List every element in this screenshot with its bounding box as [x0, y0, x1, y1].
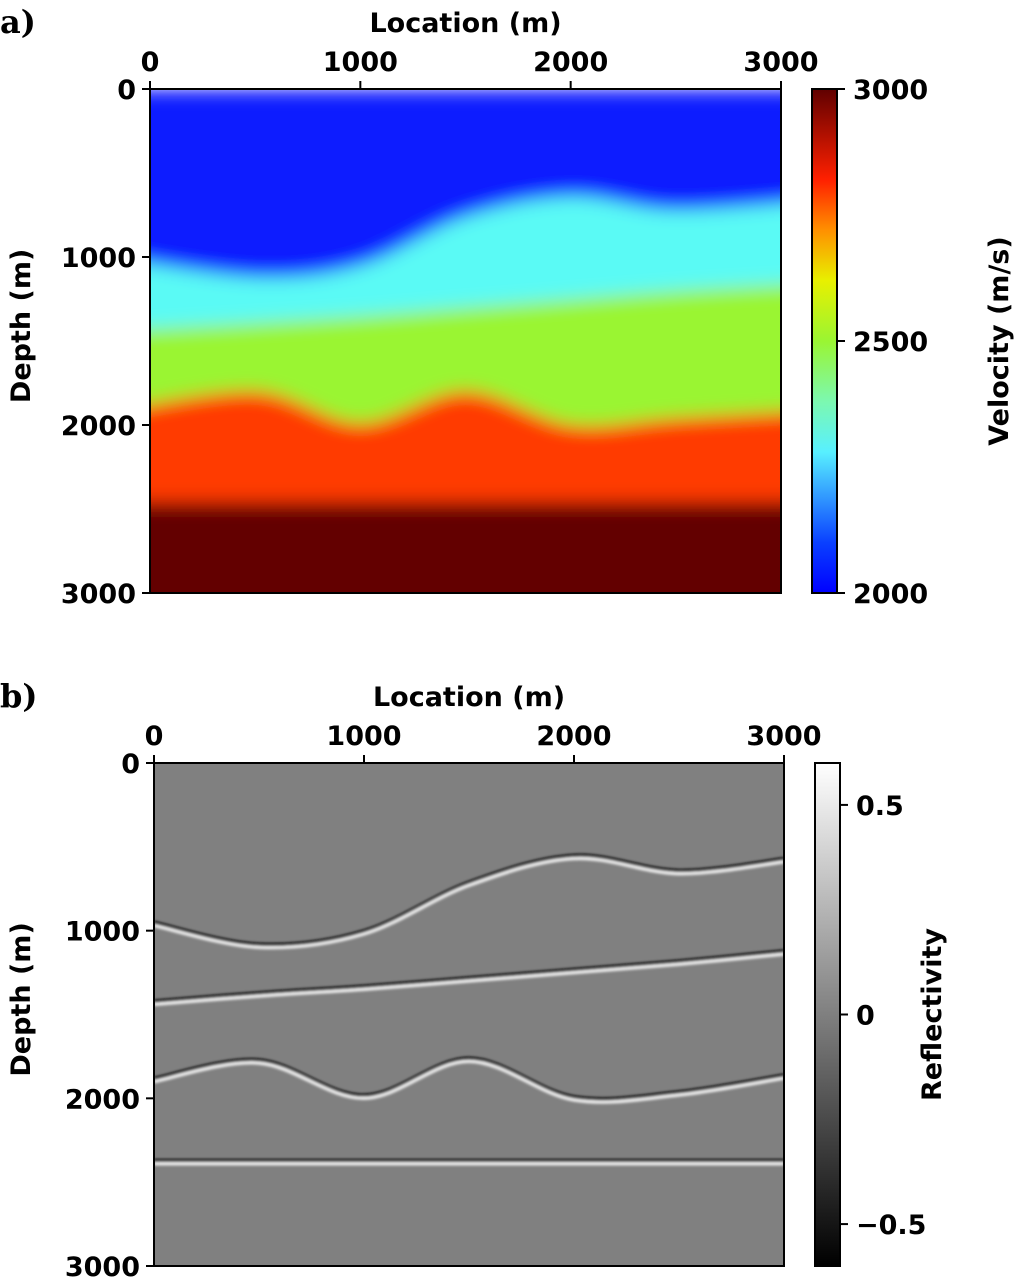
x-axis-label: Location (m)	[373, 682, 565, 713]
velocity-layer-5	[150, 502, 781, 593]
reflector-1-peak	[154, 856, 784, 950]
colorbar-label: Reflectivity	[917, 928, 948, 1101]
colorbar-tick-label: 0	[856, 1001, 875, 1032]
reflectivity-background	[154, 763, 784, 1266]
colorbar	[811, 88, 838, 594]
y-tick-label: 3000	[61, 579, 136, 610]
chart-panel-a: a) Location (m) 0 1000 2000 3000 0 1000 2000 3000…	[0, 3, 1014, 610]
plot-frame	[153, 762, 785, 1267]
colorbar-tick-label: 3000	[853, 75, 928, 106]
y-axis-label: Depth (m)	[6, 249, 37, 403]
x-tick-label: 1000	[323, 47, 398, 78]
reflector-3-peak	[154, 1059, 784, 1104]
x-tick-label: 3000	[746, 721, 821, 752]
x-tick-label: 1000	[326, 721, 401, 752]
reflector-2-trough	[154, 949, 784, 1004]
y-tick-label: 0	[117, 75, 136, 106]
y-axis-label: Depth (m)	[6, 922, 37, 1076]
reflector-1-trough	[154, 853, 784, 947]
x-tick-label: 3000	[743, 47, 818, 78]
y-tick-label: 2000	[61, 411, 136, 442]
plot-image	[154, 763, 784, 1266]
y-tick-label: 1000	[61, 243, 136, 274]
y-tick-label: 1000	[65, 917, 140, 948]
y-tick-label: 3000	[65, 1252, 140, 1280]
colorbar-tick-label: 0.5	[856, 791, 904, 822]
colorbar-tick-label: −0.5	[856, 1210, 926, 1241]
reflectors	[154, 853, 784, 1166]
plot-frame	[149, 88, 782, 594]
x-tick-label: 0	[141, 47, 160, 78]
x-tick-label: 0	[145, 721, 164, 752]
colorbar-tick-label: 2000	[853, 579, 928, 610]
x-tick-label: 2000	[533, 47, 608, 78]
panel-label: a)	[0, 3, 36, 41]
plot-image	[150, 89, 781, 593]
colorbar	[814, 762, 841, 1267]
velocity-field	[150, 89, 781, 593]
colorbar-label: Velocity (m/s)	[984, 236, 1014, 445]
y-tick-label: 0	[121, 749, 140, 780]
colorbar-tick-label: 2500	[853, 327, 928, 358]
panel-label: b)	[0, 677, 38, 715]
reflector-3-trough	[154, 1056, 784, 1101]
reflector-2-peak	[154, 952, 784, 1007]
x-axis-label: Location (m)	[369, 8, 561, 39]
x-tick-label: 2000	[536, 721, 611, 752]
chart-panel-b: b) Location (m) 0 1000 2000 3000 0 1000 2000 3000…	[0, 677, 948, 1280]
y-tick-label: 2000	[65, 1084, 140, 1115]
